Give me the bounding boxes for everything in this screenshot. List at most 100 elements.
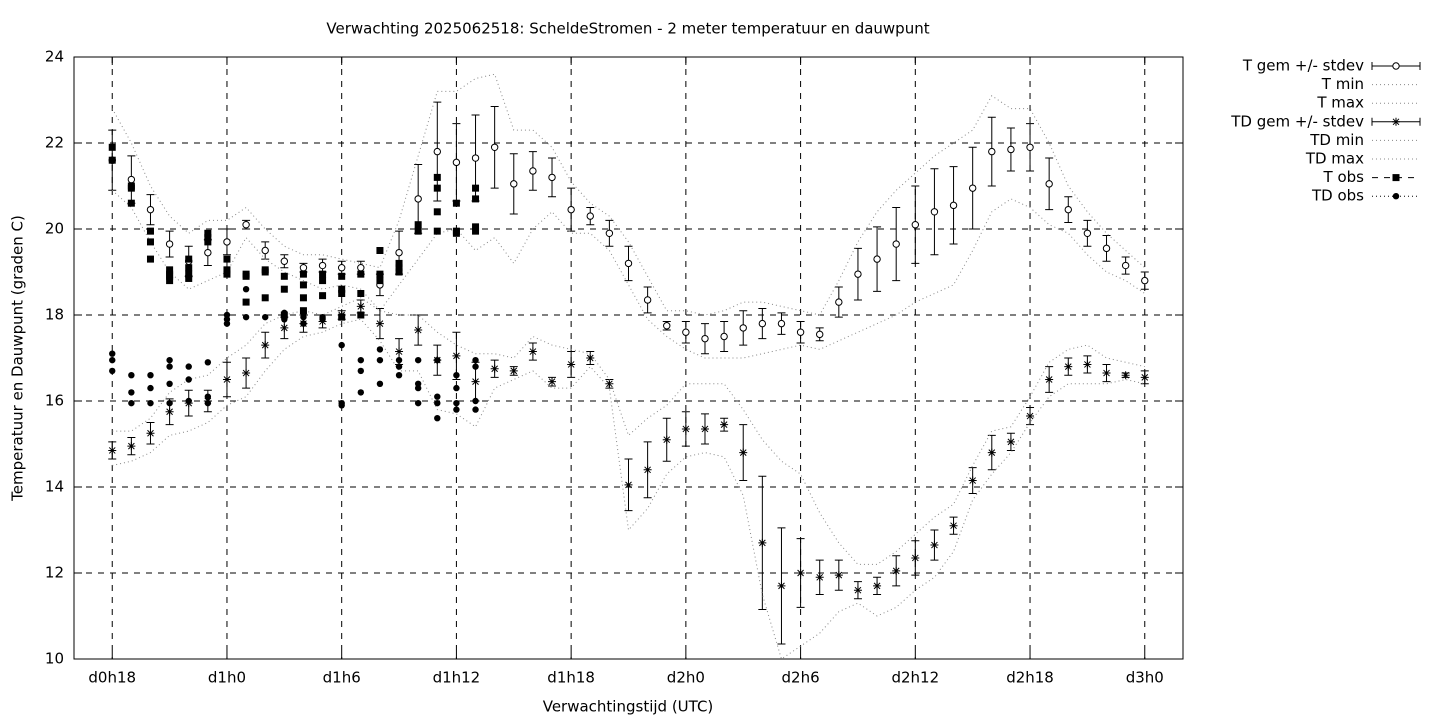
marker-dot [128, 399, 135, 407]
marker-star [681, 424, 690, 433]
marker-star [1392, 117, 1400, 126]
marker-star [777, 581, 786, 590]
marker-square [108, 156, 116, 164]
marker-dot [109, 367, 116, 375]
x-tick-label: d2h12 [891, 669, 939, 687]
marker-circle [777, 319, 786, 328]
marker-square [299, 270, 307, 278]
marker-dot [281, 316, 288, 323]
marker-star [1083, 360, 1092, 369]
marker-star [662, 435, 671, 444]
marker-circle [1121, 261, 1130, 270]
plot-frame [73, 56, 1184, 660]
marker-dot [262, 294, 269, 301]
x-tick-label: d1h6 [323, 669, 361, 687]
marker-star [414, 326, 423, 335]
marker-circle [1141, 276, 1149, 285]
marker-square [433, 227, 441, 235]
marker-circle [911, 221, 920, 229]
marker-circle [510, 180, 518, 188]
marker-star [796, 569, 805, 577]
marker-square [185, 270, 193, 278]
marker-circle [567, 205, 575, 214]
x-tick-label: d1h12 [433, 669, 481, 687]
marker-circle [299, 264, 308, 272]
marker-square [357, 311, 365, 319]
legend-label: T gem +/- stdev [1242, 57, 1364, 75]
marker-star [548, 377, 557, 386]
marker-circle [1102, 244, 1111, 253]
marker-dot [472, 363, 479, 370]
marker-circle [1064, 205, 1072, 214]
legend-label: TD min [1309, 131, 1364, 149]
marker-circle [471, 154, 480, 162]
marker-square [299, 294, 307, 302]
marker-square [185, 255, 193, 263]
marker-star [280, 323, 289, 332]
legend-label: TD max [1305, 150, 1364, 168]
marker-circle [816, 330, 824, 339]
marker-circle [357, 264, 365, 272]
marker-dot [147, 399, 154, 407]
marker-star [261, 341, 270, 350]
marker-star [892, 566, 901, 575]
marker-square [146, 238, 154, 246]
y-tick-label: 12 [45, 564, 64, 582]
marker-star [1045, 375, 1054, 384]
marker-circle [758, 319, 767, 328]
marker-star [471, 377, 480, 386]
marker-square [185, 274, 193, 282]
marker-dot [472, 397, 479, 405]
marker-circle [548, 173, 556, 182]
marker-circle [127, 175, 136, 184]
marker-dot [185, 376, 192, 383]
x-tick-label: d2h6 [782, 669, 820, 687]
marker-star [987, 448, 996, 457]
marker-dot [166, 356, 173, 364]
marker-square [242, 298, 250, 306]
marker-circle [796, 328, 805, 336]
marker-square [166, 272, 174, 280]
marker-dot [357, 367, 365, 375]
marker-circle [242, 221, 250, 229]
marker-circle [1083, 229, 1092, 238]
marker-dot [395, 372, 403, 379]
marker-star [1140, 373, 1149, 382]
marker-circle [165, 240, 174, 248]
marker-dot [338, 341, 345, 349]
marker-circle [433, 147, 441, 156]
marker-dot [109, 350, 116, 357]
marker-dot [109, 356, 116, 364]
marker-star [356, 302, 365, 311]
marker-square [319, 292, 327, 300]
marker-square [338, 272, 346, 280]
marker-dot [147, 372, 154, 379]
marker-circle [624, 259, 633, 268]
range-line [112, 297, 1145, 565]
x-tick-label: d2h0 [667, 669, 705, 687]
marker-star [1102, 369, 1111, 378]
marker-dot [281, 309, 288, 317]
marker-dot [376, 380, 384, 387]
marker-circle [1392, 62, 1400, 70]
marker-dot [300, 313, 307, 321]
marker-square [127, 184, 135, 192]
marker-dot [166, 380, 173, 387]
marker-star [815, 573, 824, 582]
marker-dot [453, 406, 460, 413]
marker-square [376, 247, 384, 254]
marker-square [185, 264, 193, 272]
marker-square [280, 272, 288, 280]
marker-square [204, 234, 212, 242]
marker-circle [452, 158, 461, 167]
marker-star [949, 521, 958, 530]
marker-star [509, 366, 518, 375]
marker-star [165, 407, 174, 416]
marker-star [643, 465, 652, 474]
marker-star [146, 429, 155, 438]
marker-dot [453, 372, 460, 379]
marker-square [223, 255, 231, 263]
legend-label: T max [1316, 94, 1364, 112]
marker-circle [739, 324, 747, 332]
